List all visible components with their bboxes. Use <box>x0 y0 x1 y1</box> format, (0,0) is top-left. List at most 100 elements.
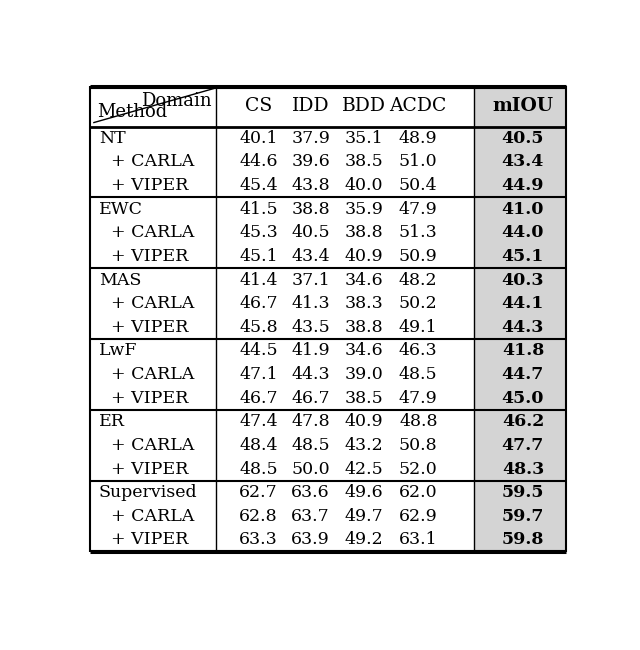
Text: 38.3: 38.3 <box>344 295 383 312</box>
Text: 35.1: 35.1 <box>344 130 383 147</box>
Text: CS: CS <box>245 97 272 115</box>
Text: + CARLA: + CARLA <box>111 295 194 312</box>
Text: 47.1: 47.1 <box>239 366 278 383</box>
Text: 49.2: 49.2 <box>344 532 383 549</box>
Text: 50.0: 50.0 <box>291 461 330 478</box>
Text: 40.3: 40.3 <box>502 272 544 289</box>
Text: 50.2: 50.2 <box>399 295 438 312</box>
Text: 62.0: 62.0 <box>399 484 438 501</box>
Text: 59.7: 59.7 <box>502 508 544 525</box>
Text: Domain: Domain <box>141 92 211 109</box>
Text: Supervised: Supervised <box>99 484 198 501</box>
Text: 34.6: 34.6 <box>344 343 383 359</box>
Text: 41.3: 41.3 <box>291 295 330 312</box>
Text: 40.5: 40.5 <box>502 130 544 147</box>
Text: LwF: LwF <box>99 343 138 359</box>
Text: 40.9: 40.9 <box>344 413 383 430</box>
Text: 40.9: 40.9 <box>344 248 383 265</box>
Text: 59.5: 59.5 <box>502 484 544 501</box>
Text: 44.9: 44.9 <box>502 177 544 194</box>
Text: 49.1: 49.1 <box>399 319 438 336</box>
Text: 47.4: 47.4 <box>239 413 278 430</box>
Text: 43.4: 43.4 <box>291 248 330 265</box>
Text: + CARLA: + CARLA <box>111 508 194 525</box>
Text: 45.8: 45.8 <box>239 319 278 336</box>
Text: 44.6: 44.6 <box>239 153 278 170</box>
Text: 46.7: 46.7 <box>239 390 278 407</box>
Text: NT: NT <box>99 130 125 147</box>
Text: 43.5: 43.5 <box>291 319 330 336</box>
Text: 62.7: 62.7 <box>239 484 278 501</box>
Text: + VIPER: + VIPER <box>111 177 188 194</box>
Text: 46.3: 46.3 <box>399 343 438 359</box>
Text: 49.7: 49.7 <box>344 508 383 525</box>
Text: 39.0: 39.0 <box>344 366 383 383</box>
Text: 43.8: 43.8 <box>291 177 330 194</box>
Text: + VIPER: + VIPER <box>111 532 188 549</box>
Text: 62.8: 62.8 <box>239 508 278 525</box>
Text: 42.5: 42.5 <box>344 461 383 478</box>
Text: 59.8: 59.8 <box>502 532 544 549</box>
Text: 43.2: 43.2 <box>344 437 383 454</box>
Text: 34.6: 34.6 <box>344 272 383 289</box>
Text: 45.3: 45.3 <box>239 224 278 241</box>
Text: 45.0: 45.0 <box>502 390 544 407</box>
Text: IDD: IDD <box>292 97 330 115</box>
Text: 38.5: 38.5 <box>344 153 383 170</box>
Text: 52.0: 52.0 <box>399 461 438 478</box>
Text: 44.3: 44.3 <box>502 319 544 336</box>
Text: 51.0: 51.0 <box>399 153 438 170</box>
Text: 45.1: 45.1 <box>502 248 544 265</box>
Text: 63.3: 63.3 <box>239 532 278 549</box>
Text: 45.4: 45.4 <box>239 177 278 194</box>
Text: + CARLA: + CARLA <box>111 437 194 454</box>
Text: 45.1: 45.1 <box>239 248 278 265</box>
Text: 37.9: 37.9 <box>291 130 330 147</box>
Text: + VIPER: + VIPER <box>111 248 188 265</box>
Text: 50.8: 50.8 <box>399 437 438 454</box>
Text: + VIPER: + VIPER <box>111 390 188 407</box>
Text: 40.5: 40.5 <box>291 224 330 241</box>
Text: + VIPER: + VIPER <box>111 319 188 336</box>
Text: 41.4: 41.4 <box>239 272 278 289</box>
Text: 44.7: 44.7 <box>502 366 544 383</box>
Text: 41.9: 41.9 <box>291 343 330 359</box>
Text: 37.1: 37.1 <box>291 272 330 289</box>
Text: 47.9: 47.9 <box>399 390 438 407</box>
Text: 48.2: 48.2 <box>399 272 438 289</box>
Text: ER: ER <box>99 413 125 430</box>
Text: 63.1: 63.1 <box>399 532 438 549</box>
Text: 41.0: 41.0 <box>502 201 544 218</box>
Text: 38.8: 38.8 <box>344 319 383 336</box>
Text: 46.7: 46.7 <box>239 295 278 312</box>
Text: 41.5: 41.5 <box>239 201 278 218</box>
Text: 47.9: 47.9 <box>399 201 438 218</box>
Text: 38.8: 38.8 <box>291 201 330 218</box>
Text: 48.4: 48.4 <box>239 437 278 454</box>
Text: 48.5: 48.5 <box>291 437 330 454</box>
Text: 38.8: 38.8 <box>344 224 383 241</box>
Text: 38.5: 38.5 <box>344 390 383 407</box>
Text: 41.8: 41.8 <box>502 343 544 359</box>
Text: 35.9: 35.9 <box>344 201 383 218</box>
Text: 47.8: 47.8 <box>291 413 330 430</box>
Text: + CARLA: + CARLA <box>111 366 194 383</box>
Text: EWC: EWC <box>99 201 143 218</box>
Text: 50.4: 50.4 <box>399 177 438 194</box>
Text: Method: Method <box>97 103 168 120</box>
Text: + CARLA: + CARLA <box>111 224 194 241</box>
Text: 48.5: 48.5 <box>239 461 278 478</box>
Text: 39.6: 39.6 <box>291 153 330 170</box>
FancyBboxPatch shape <box>474 86 566 552</box>
Text: + VIPER: + VIPER <box>111 461 188 478</box>
Text: 43.4: 43.4 <box>502 153 544 170</box>
Text: BDD: BDD <box>342 97 386 115</box>
Text: 44.5: 44.5 <box>239 343 278 359</box>
Text: 48.5: 48.5 <box>399 366 438 383</box>
Text: 44.1: 44.1 <box>502 295 544 312</box>
Text: 40.1: 40.1 <box>239 130 278 147</box>
Text: 44.3: 44.3 <box>291 366 330 383</box>
Text: 46.7: 46.7 <box>291 390 330 407</box>
Text: 47.7: 47.7 <box>502 437 544 454</box>
Text: 50.9: 50.9 <box>399 248 438 265</box>
